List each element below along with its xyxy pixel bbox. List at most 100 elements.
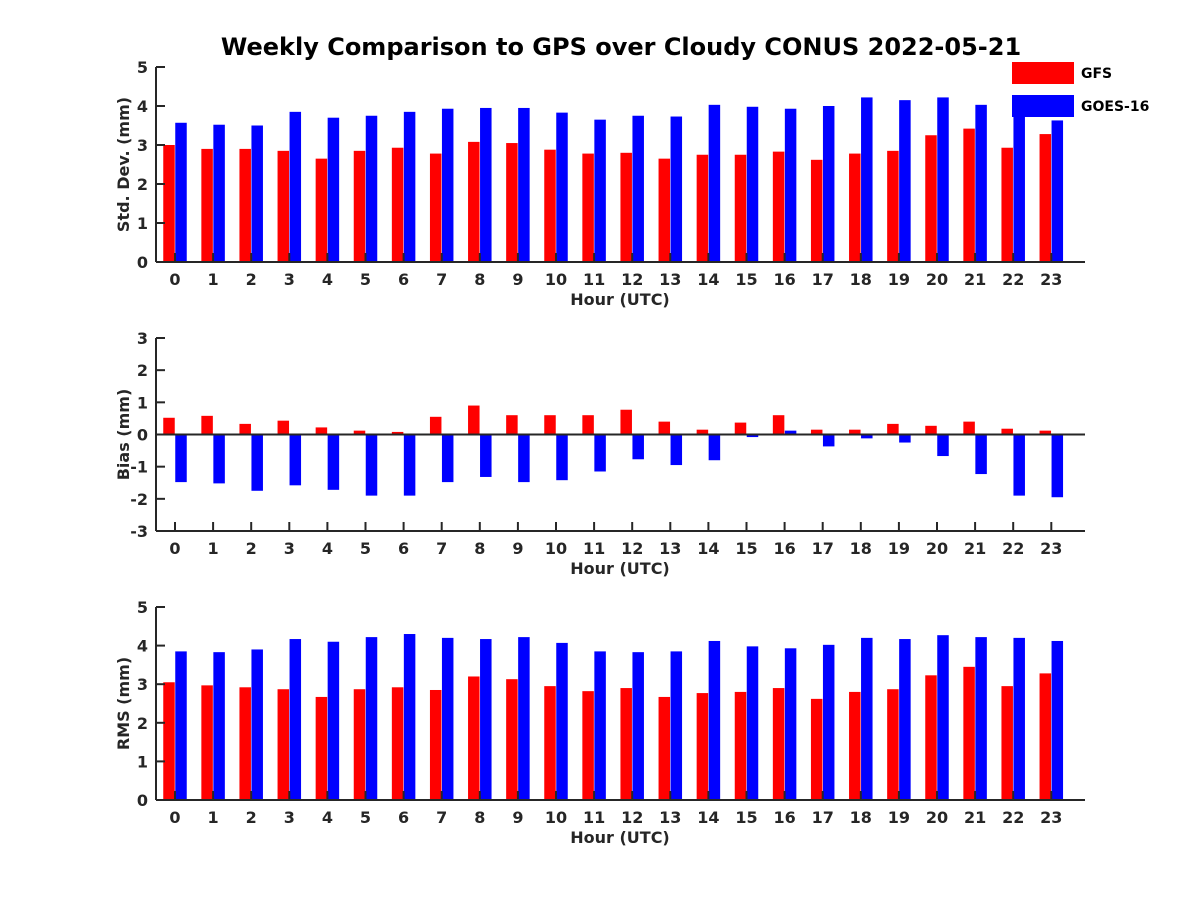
x-tick-label: 3 (284, 539, 295, 558)
bar-goes16-1 (213, 652, 225, 800)
x-tick-label: 2 (246, 539, 257, 558)
x-tick-label: 17 (812, 270, 834, 289)
bar-goes16-22 (1013, 637, 1025, 800)
bar-goes16-9 (518, 434, 530, 483)
y-tick-label: 1 (137, 393, 148, 412)
x-tick-label: 23 (1040, 270, 1062, 289)
y-tick-label: 0 (137, 426, 148, 445)
bar-gfs-16 (772, 688, 785, 800)
x-tick-label: 22 (1002, 270, 1024, 289)
bar-gfs-1 (201, 415, 213, 435)
bar-gfs-17 (810, 159, 823, 262)
y-tick-label: 4 (137, 637, 148, 656)
bar-gfs-0 (163, 417, 175, 435)
x-tick-label: 9 (512, 270, 523, 289)
x-tick-label: 18 (850, 539, 872, 558)
y-axis-label: Std. Dev. (mm) (114, 97, 133, 232)
bar-goes16-12 (632, 434, 644, 460)
legend-swatch-goes16 (1012, 95, 1074, 117)
x-tick-label: 18 (850, 808, 872, 827)
x-tick-label: 23 (1040, 539, 1062, 558)
bar-gfs-7 (429, 153, 442, 262)
y-tick-label: 0 (137, 791, 148, 810)
y-tick-label: 0 (137, 253, 148, 272)
y-tick-label: 4 (137, 97, 148, 116)
x-tick-label: 4 (322, 808, 333, 827)
bar-gfs-11 (582, 415, 594, 435)
bar-gfs-6 (391, 431, 404, 435)
bar-gfs-14 (696, 693, 709, 800)
bar-goes16-5 (365, 637, 378, 800)
bar-goes16-23 (1051, 640, 1064, 800)
bar-goes16-20 (937, 434, 949, 457)
bar-goes16-9 (518, 637, 530, 800)
bar-gfs-11 (582, 691, 594, 800)
x-tick-label: 14 (697, 270, 719, 289)
bar-goes16-4 (327, 434, 340, 490)
x-tick-label: 15 (735, 808, 757, 827)
chart-title: Weekly Comparison to GPS over Cloudy CON… (221, 33, 1021, 61)
bar-goes16-13 (670, 434, 683, 466)
bar-gfs-18 (849, 429, 861, 435)
x-tick-label: 13 (659, 539, 681, 558)
bar-gfs-13 (658, 421, 671, 435)
bar-gfs-9 (506, 415, 518, 435)
bar-goes16-20 (937, 635, 949, 800)
bar-goes16-18 (861, 637, 873, 800)
bar-goes16-22 (1013, 434, 1025, 496)
x-tick-label: 18 (850, 270, 872, 289)
x-tick-label: 5 (360, 270, 371, 289)
bar-goes16-21 (975, 637, 987, 800)
bar-gfs-12 (620, 688, 632, 800)
bar-goes16-12 (632, 115, 644, 262)
x-tick-label: 20 (926, 539, 948, 558)
x-axis-label: Hour (UTC) (570, 559, 670, 578)
bar-gfs-17 (810, 698, 823, 800)
bar-goes16-2 (251, 434, 263, 491)
x-tick-label: 8 (474, 808, 485, 827)
x-tick-label: 19 (888, 808, 910, 827)
x-tick-label: 2 (246, 270, 257, 289)
bar-gfs-4 (315, 427, 328, 435)
bar-gfs-21 (963, 128, 975, 262)
x-tick-label: 4 (322, 539, 333, 558)
bar-gfs-19 (887, 150, 899, 262)
bar-goes16-17 (822, 644, 835, 800)
x-tick-label: 3 (284, 270, 295, 289)
bar-gfs-9 (506, 679, 518, 800)
bar-goes16-11 (594, 651, 606, 800)
bar-gfs-9 (506, 143, 518, 262)
x-axis-label: Hour (UTC) (570, 828, 670, 847)
bar-goes16-3 (289, 639, 302, 800)
bar-goes16-21 (975, 434, 987, 475)
x-tick-label: 12 (621, 539, 643, 558)
bar-goes16-19 (899, 100, 911, 263)
bar-goes16-8 (480, 639, 492, 800)
bar-goes16-7 (441, 637, 454, 800)
bar-goes16-14 (708, 640, 721, 800)
y-tick-label: -1 (130, 458, 148, 477)
bar-goes16-7 (441, 434, 454, 483)
x-tick-label: 16 (773, 270, 795, 289)
bar-goes16-23 (1051, 434, 1064, 498)
bar-gfs-21 (963, 666, 975, 800)
y-axis-label: RMS (mm) (114, 657, 133, 750)
bar-goes16-7 (441, 108, 454, 262)
bar-gfs-22 (1001, 686, 1013, 800)
x-tick-label: 12 (621, 270, 643, 289)
bar-goes16-21 (975, 104, 987, 262)
bar-gfs-12 (620, 409, 632, 435)
bar-goes16-5 (365, 434, 378, 496)
x-tick-label: 11 (583, 808, 605, 827)
bar-gfs-11 (582, 153, 594, 262)
bar-gfs-7 (429, 689, 442, 800)
x-tick-label: 6 (398, 808, 409, 827)
bar-gfs-2 (239, 423, 251, 435)
x-tick-label: 11 (583, 539, 605, 558)
x-tick-label: 20 (926, 270, 948, 289)
bar-gfs-12 (620, 152, 632, 262)
bar-goes16-8 (480, 107, 492, 262)
y-tick-label: 2 (137, 714, 148, 733)
